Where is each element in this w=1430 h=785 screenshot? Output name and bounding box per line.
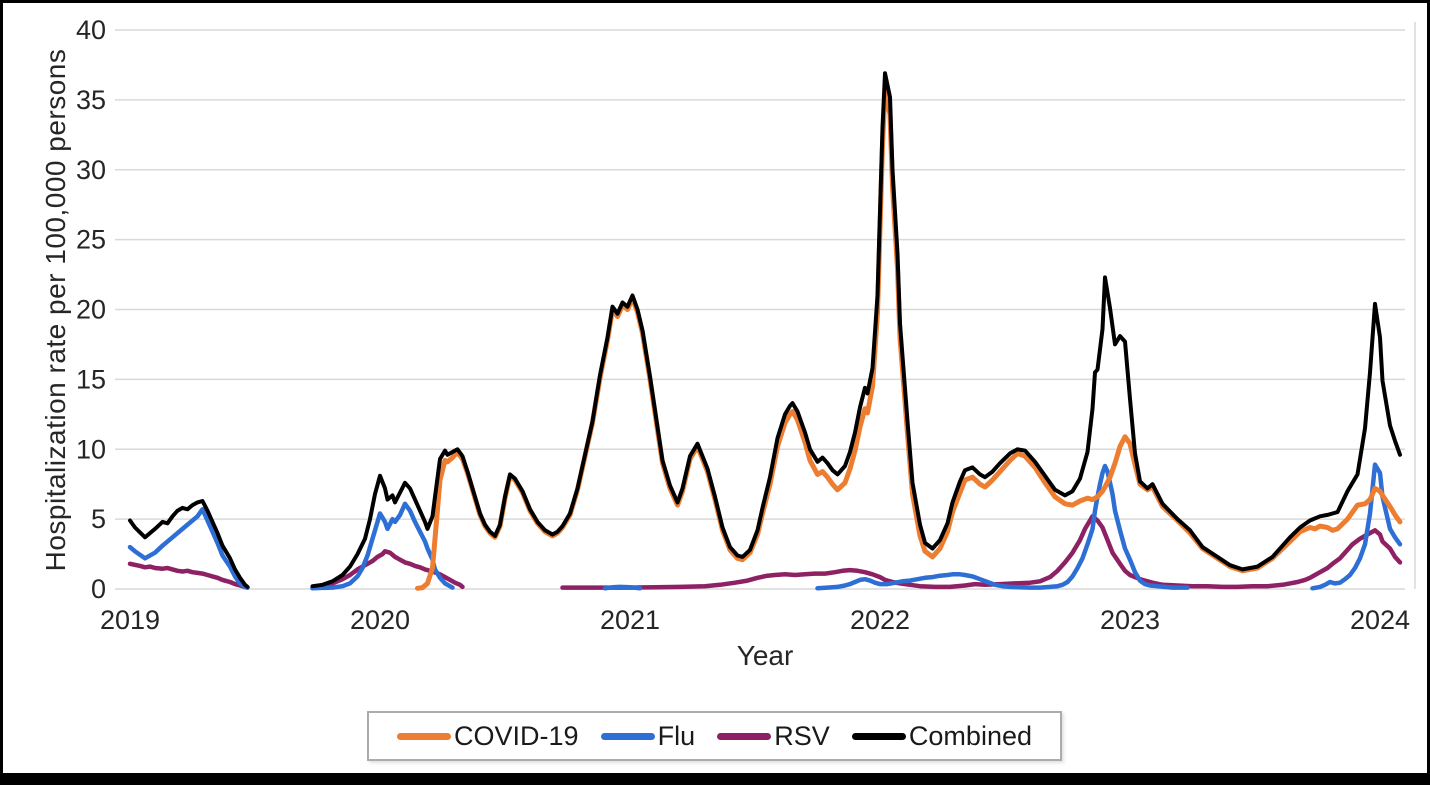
y-tick-label-40: 40 (76, 15, 106, 45)
y-tick-label-15: 15 (76, 364, 106, 394)
y-tick-label-10: 10 (76, 434, 106, 464)
y-tick-label-0: 0 (91, 574, 106, 604)
legend-item-flu: Flu (600, 720, 696, 752)
legend-swatch-covid-19 (397, 732, 451, 740)
legend-item-rsv: RSV (717, 721, 830, 752)
legend-item-combined: Combined (851, 720, 1032, 752)
x-tick-label-2022: 2022 (850, 605, 910, 635)
series-line-rsv-seg1 (310, 549, 465, 590)
legend: COVID-19 Flu RSV Combined (367, 711, 1062, 761)
legend-swatch-combined (851, 732, 906, 740)
series-line-rsv-seg0 (127, 561, 250, 590)
x-tick-label-2019: 2019 (100, 605, 160, 635)
series-line-rsv-seg2 (560, 514, 1403, 590)
series-line-combined-seg0 (128, 499, 250, 589)
y-tick-label-25: 25 (76, 225, 106, 255)
legend-label-rsv: RSV (774, 720, 830, 751)
bottom-border-bar (0, 773, 1430, 785)
legend-label-combined: Combined (908, 720, 1032, 751)
y-tick-label-5: 5 (91, 504, 106, 534)
legend-swatch-rsv (717, 732, 772, 740)
legend-item-covid-19: COVID-19 (397, 721, 579, 752)
x-tick-label-2023: 2023 (1100, 605, 1160, 635)
y-axis-title: Hospitalization rate per 100,000 persons (40, 48, 71, 572)
series-line-flu-seg2 (602, 584, 643, 591)
series-line-covid-19-seg0 (415, 89, 1403, 591)
x-axis-title: Year (736, 640, 794, 671)
y-tick-label-20: 20 (76, 295, 106, 325)
series-line-combined-seg1 (310, 71, 1402, 589)
legend-label-covid-19: COVID-19 (454, 720, 579, 751)
x-tick-label-2021: 2021 (600, 605, 660, 635)
series-line-flu-seg3 (815, 463, 1190, 591)
x-tick-label-2020: 2020 (350, 605, 410, 635)
x-tick-label-2024: 2024 (1350, 605, 1410, 635)
series-line-flu-seg0 (127, 507, 250, 590)
legend-swatch-flu (600, 732, 655, 740)
legend-label-flu: Flu (657, 720, 696, 751)
y-tick-label-30: 30 (76, 155, 106, 185)
y-tick-label-35: 35 (76, 85, 106, 115)
